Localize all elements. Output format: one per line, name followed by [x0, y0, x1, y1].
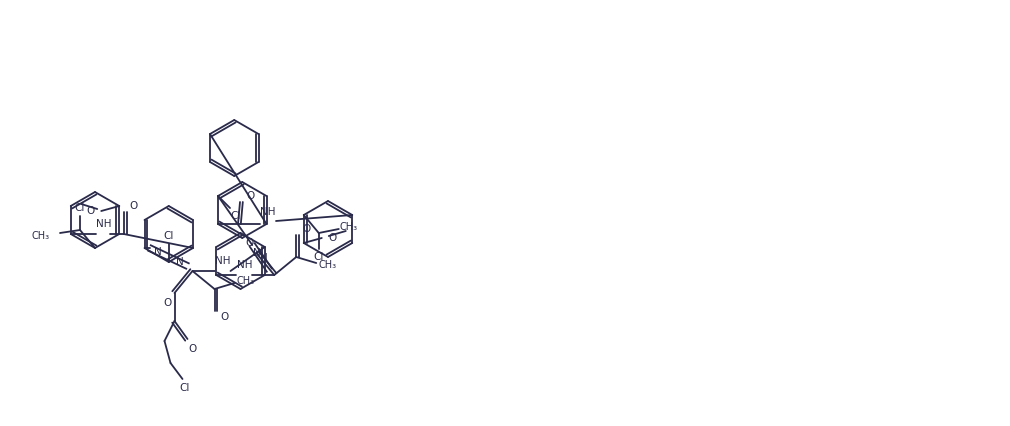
Text: O: O — [220, 312, 228, 322]
Text: NH: NH — [96, 219, 111, 229]
Text: NH: NH — [236, 260, 252, 270]
Text: N: N — [176, 257, 184, 267]
Text: Cl: Cl — [180, 383, 190, 393]
Text: N: N — [254, 248, 262, 258]
Text: CH₃: CH₃ — [339, 222, 358, 232]
Text: O: O — [86, 206, 94, 216]
Text: O: O — [245, 238, 254, 248]
Text: NH: NH — [261, 207, 276, 217]
Text: CH₃: CH₃ — [236, 276, 255, 286]
Text: O: O — [329, 233, 337, 243]
Text: O: O — [189, 344, 197, 354]
Text: CH₃: CH₃ — [32, 231, 50, 241]
Text: Cl: Cl — [313, 252, 324, 262]
Text: O: O — [245, 191, 255, 201]
Text: O: O — [129, 201, 138, 211]
Text: NH: NH — [215, 256, 230, 266]
Text: Cl: Cl — [231, 211, 241, 221]
Text: N: N — [154, 247, 162, 257]
Text: CH₃: CH₃ — [318, 260, 336, 270]
Text: N: N — [261, 253, 268, 263]
Text: Cl: Cl — [75, 203, 85, 213]
Text: O: O — [302, 224, 310, 234]
Text: O: O — [164, 298, 172, 308]
Text: Cl: Cl — [164, 231, 174, 241]
